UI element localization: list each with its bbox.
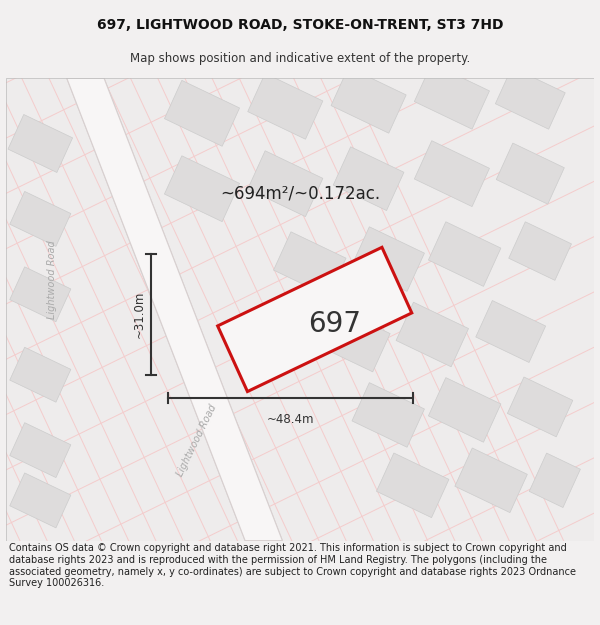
Polygon shape [164, 156, 239, 222]
Polygon shape [352, 382, 424, 448]
Polygon shape [333, 147, 404, 211]
Polygon shape [8, 114, 73, 172]
Polygon shape [476, 301, 545, 362]
Polygon shape [10, 267, 71, 322]
Polygon shape [509, 222, 571, 281]
Polygon shape [415, 141, 490, 207]
Polygon shape [218, 248, 412, 391]
Polygon shape [10, 473, 71, 528]
Polygon shape [164, 81, 239, 146]
Text: 697, LIGHTWOOD ROAD, STOKE-ON-TRENT, ST3 7HD: 697, LIGHTWOOD ROAD, STOKE-ON-TRENT, ST3… [97, 18, 503, 32]
Polygon shape [67, 78, 283, 541]
Polygon shape [331, 68, 406, 133]
Text: ~694m²/~0.172ac.: ~694m²/~0.172ac. [220, 185, 380, 202]
Polygon shape [274, 232, 346, 296]
Polygon shape [529, 453, 580, 508]
Polygon shape [496, 143, 565, 204]
Polygon shape [352, 227, 424, 291]
Text: Lightwood Road: Lightwood Road [175, 402, 219, 478]
Polygon shape [10, 191, 71, 246]
Polygon shape [396, 302, 469, 367]
Polygon shape [10, 422, 71, 478]
Polygon shape [248, 151, 323, 217]
Polygon shape [317, 308, 390, 372]
Text: Contains OS data © Crown copyright and database right 2021. This information is : Contains OS data © Crown copyright and d… [9, 544, 576, 588]
Text: Lightwood Road: Lightwood Road [47, 240, 57, 319]
Polygon shape [67, 78, 283, 541]
Polygon shape [10, 348, 71, 402]
Polygon shape [428, 378, 501, 442]
Polygon shape [455, 448, 527, 512]
Text: 697: 697 [308, 311, 361, 339]
Polygon shape [248, 73, 323, 139]
Polygon shape [496, 68, 565, 129]
Text: Map shows position and indicative extent of the property.: Map shows position and indicative extent… [130, 52, 470, 65]
Polygon shape [428, 222, 501, 286]
Text: ~31.0m: ~31.0m [133, 291, 146, 338]
Text: ~48.4m: ~48.4m [266, 413, 314, 426]
Polygon shape [415, 63, 490, 129]
Polygon shape [376, 453, 449, 518]
Polygon shape [508, 377, 573, 437]
